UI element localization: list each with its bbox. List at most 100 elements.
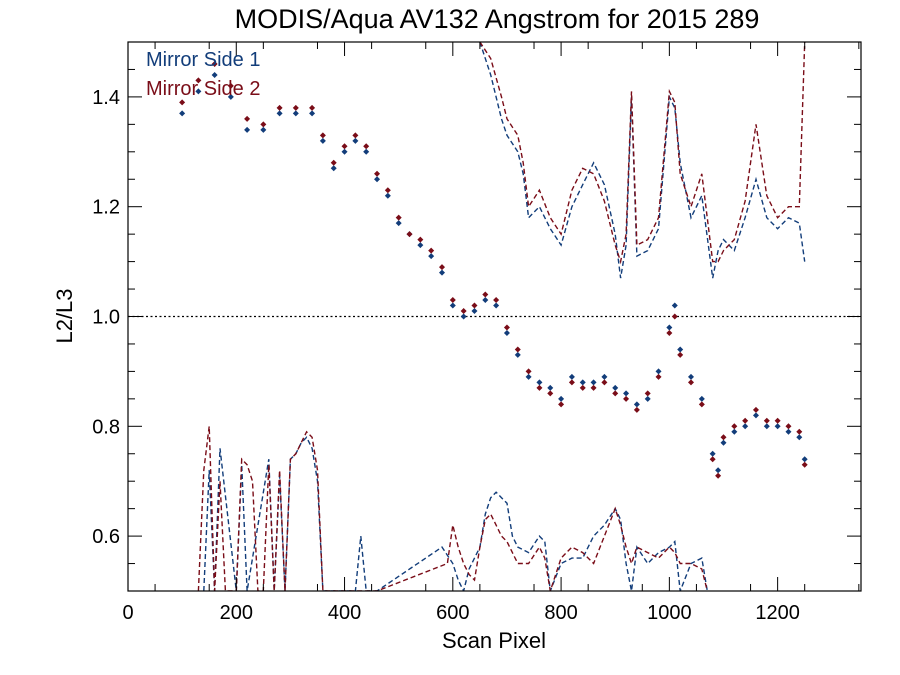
- data-point: [715, 472, 722, 479]
- data-point: [211, 60, 218, 67]
- data-point: [601, 373, 608, 380]
- data-point: [395, 220, 402, 227]
- x-tick-label: 800: [544, 602, 577, 624]
- data-point: [785, 428, 792, 435]
- data-point: [319, 132, 326, 139]
- data-point: [715, 467, 722, 474]
- x-tick-label: 200: [220, 602, 253, 624]
- data-point: [558, 401, 565, 408]
- data-point: [666, 329, 673, 336]
- data-point: [363, 148, 370, 155]
- data-point: [633, 406, 640, 413]
- x-tick-label: 0: [122, 602, 133, 624]
- y-axis-title: L2/L3: [52, 288, 77, 343]
- data-point: [514, 346, 521, 353]
- data-point: [731, 428, 738, 435]
- data-point: [644, 390, 651, 397]
- data-point: [244, 115, 251, 122]
- data-point: [460, 313, 467, 320]
- data-point: [623, 395, 630, 402]
- data-point: [179, 99, 186, 106]
- data-point: [309, 104, 316, 111]
- data-point: [688, 373, 695, 380]
- data-point: [514, 351, 521, 358]
- data-point: [292, 104, 299, 111]
- data-point: [374, 170, 381, 177]
- series-line-lower-envelope-1: [203, 436, 708, 591]
- data-point: [384, 187, 391, 194]
- data-point: [752, 406, 759, 413]
- y-tick-label: 1.2: [92, 197, 120, 219]
- data-point: [341, 143, 348, 150]
- data-point: [709, 456, 716, 463]
- data-point: [720, 439, 727, 446]
- y-tick-label: 1.4: [92, 87, 120, 109]
- data-point: [655, 368, 662, 375]
- data-point: [330, 159, 337, 166]
- data-point: [677, 346, 684, 353]
- series-points-0: [179, 71, 808, 474]
- series-layer: [128, 42, 861, 591]
- data-point: [471, 308, 478, 315]
- data-point: [612, 390, 619, 397]
- data-point: [428, 253, 435, 260]
- data-point: [503, 324, 510, 331]
- series-line-upper-envelope-1: [479, 42, 806, 279]
- data-point: [547, 390, 554, 397]
- data-point: [179, 110, 186, 117]
- data-point: [612, 384, 619, 391]
- y-tick-label: 1.0: [92, 307, 120, 329]
- data-point: [590, 384, 597, 391]
- data-point: [774, 423, 781, 430]
- data-point: [801, 456, 808, 463]
- x-axis-title: Scan Pixel: [442, 628, 546, 653]
- legend-item-mirror-side-2: Mirror Side 2: [146, 78, 260, 100]
- data-point: [677, 351, 684, 358]
- data-point: [363, 143, 370, 150]
- data-point: [796, 428, 803, 435]
- data-point: [352, 137, 359, 144]
- data-point: [568, 379, 575, 386]
- ticks-layer: 0 200 400 600 800 1000 1200 0.6 0.8 1.0 1.2 1.4: [92, 41, 861, 624]
- data-point: [395, 214, 402, 221]
- data-point: [525, 373, 532, 380]
- data-point: [438, 269, 445, 276]
- data-point: [195, 77, 202, 84]
- data-point: [341, 148, 348, 155]
- series-points-1: [179, 60, 808, 479]
- data-point: [309, 110, 316, 117]
- data-point: [698, 401, 705, 408]
- x-tick-label: 1000: [647, 602, 692, 624]
- data-point: [698, 395, 705, 402]
- data-point: [666, 324, 673, 331]
- data-point: [720, 434, 727, 441]
- data-point: [742, 423, 749, 430]
- data-point: [547, 384, 554, 391]
- data-point: [276, 104, 283, 111]
- data-point: [227, 82, 234, 89]
- data-point: [763, 417, 770, 424]
- data-point: [276, 110, 283, 117]
- data-point: [644, 395, 651, 402]
- data-point: [688, 379, 695, 386]
- data-point: [503, 329, 510, 336]
- legend: Mirror Side 1 Mirror Side 2: [146, 49, 260, 100]
- data-point: [449, 302, 456, 309]
- data-point: [211, 71, 218, 78]
- data-point: [195, 88, 202, 95]
- data-point: [785, 423, 792, 430]
- data-point: [292, 110, 299, 117]
- data-point: [449, 297, 456, 304]
- data-point: [709, 450, 716, 457]
- data-point: [260, 126, 267, 133]
- data-point: [774, 417, 781, 424]
- data-point: [438, 264, 445, 271]
- data-point: [655, 373, 662, 380]
- data-point: [384, 192, 391, 199]
- data-point: [568, 373, 575, 380]
- data-point: [796, 434, 803, 441]
- data-point: [319, 137, 326, 144]
- data-point: [731, 423, 738, 430]
- data-point: [752, 412, 759, 419]
- data-point: [227, 93, 234, 100]
